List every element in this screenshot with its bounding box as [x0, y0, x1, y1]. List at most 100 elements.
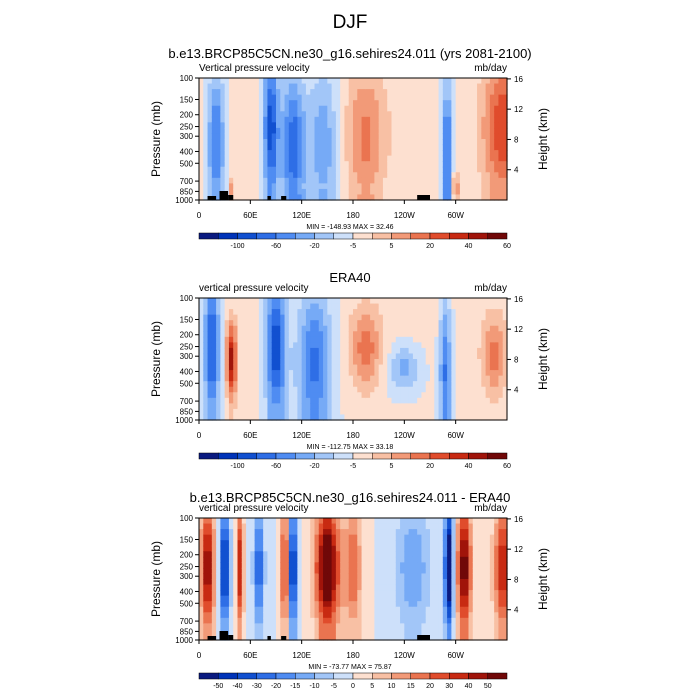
heatmap-cell: [361, 397, 367, 404]
heatmap-cell: [314, 518, 320, 525]
heatmap-cell: [348, 78, 354, 85]
heatmap-cell: [348, 353, 354, 360]
heatmap-cell: [464, 386, 470, 393]
heatmap-cell: [361, 612, 367, 619]
heatmap-cell: [305, 331, 311, 338]
heatmap-cell: [327, 194, 333, 201]
heatmap-cell: [301, 623, 307, 630]
y-tick-label: 150: [180, 315, 194, 324]
heatmap-cell: [220, 617, 226, 624]
heatmap-cell: [224, 523, 230, 530]
heatmap-cell: [400, 545, 405, 552]
heatmap-cell: [297, 89, 303, 96]
heatmap-cell: [348, 94, 354, 101]
heatmap-cell: [216, 166, 221, 173]
heatmap-cell: [472, 194, 478, 201]
heatmap-cell: [305, 144, 311, 151]
heatmap-cell: [455, 573, 461, 580]
heatmap-cell: [310, 83, 316, 90]
heatmap-cell: [502, 634, 508, 641]
heatmap-cell: [237, 529, 243, 536]
heatmap-cell: [357, 381, 363, 388]
heatmap-cell: [442, 617, 448, 624]
heatmap-cell: [447, 590, 452, 597]
heatmap-cell: [233, 590, 239, 597]
heatmap-cell: [293, 601, 298, 608]
heatmap-cell: [267, 172, 273, 179]
heatmap-cell: [199, 150, 204, 157]
heatmap-cell: [395, 518, 401, 525]
heatmap-cell: [224, 155, 230, 162]
heatmap-cell: [237, 325, 243, 332]
heatmap-cell: [224, 177, 230, 184]
heatmap-cell: [455, 556, 461, 563]
x-tick-label: 0: [197, 211, 202, 220]
heatmap-cell: [276, 188, 281, 196]
heatmap-cell: [305, 529, 311, 536]
heatmap-cell: [365, 534, 371, 541]
heatmap-cell: [254, 133, 260, 140]
heatmap-cell: [365, 370, 371, 377]
heatmap-cell: [472, 540, 478, 547]
heatmap-cell: [455, 408, 461, 416]
heatmap-cell: [412, 94, 418, 101]
colorbar-bin: [295, 232, 315, 240]
heatmap-cell: [237, 545, 243, 552]
heatmap-cell: [382, 359, 388, 366]
heatmap-cell: [361, 551, 367, 558]
heatmap-cell: [417, 408, 423, 416]
heatmap-cell: [361, 83, 367, 90]
heatmap-cell: [246, 534, 251, 541]
colorbar-bin: [333, 232, 354, 240]
heatmap-cell: [400, 634, 405, 641]
heatmap-cell: [233, 562, 239, 569]
heatmap-cell: [400, 612, 405, 619]
heatmap-cell: [293, 342, 298, 349]
heatmap-cell: [494, 155, 500, 162]
heatmap-cell: [447, 325, 452, 332]
heatmap-cell: [382, 161, 388, 168]
heatmap-cell: [472, 623, 478, 630]
heatmap-cell: [327, 617, 333, 624]
colorbar-bin: [487, 232, 508, 240]
heatmap-cell: [494, 623, 500, 630]
heatmap-cell: [216, 584, 221, 591]
heatmap-cell: [327, 100, 333, 107]
heatmap-cell: [301, 551, 307, 558]
heatmap-cell: [267, 523, 273, 530]
heatmap-cell: [353, 150, 358, 157]
heatmap-cell: [258, 403, 264, 410]
heatmap-cell: [305, 325, 311, 332]
heatmap-cell: [207, 359, 213, 366]
heatmap-cell: [498, 562, 504, 569]
heatmap-cell: [301, 183, 307, 190]
heatmap-cell: [228, 172, 234, 179]
heatmap-cell: [502, 320, 508, 327]
heatmap-cell: [477, 177, 482, 184]
heatmap-cell: [485, 139, 491, 146]
heatmap-cell: [318, 83, 324, 90]
heatmap-cell: [344, 111, 350, 118]
heatmap-cell: [314, 314, 320, 321]
heatmap-cell: [382, 590, 388, 597]
heatmap-cell: [301, 545, 307, 552]
heatmap-cell: [430, 150, 435, 157]
heatmap-cell: [374, 150, 380, 157]
heatmap-cell: [216, 595, 221, 602]
heatmap-cell: [314, 347, 320, 355]
heatmap-cell: [498, 150, 504, 157]
heatmap-cell: [442, 342, 448, 349]
heatmap-cell: [365, 590, 371, 597]
heatmap-cell: [370, 403, 375, 410]
heatmap-cell: [314, 628, 320, 636]
heatmap-cell: [318, 628, 324, 636]
heatmap-cell: [391, 534, 397, 541]
heatmap-cell: [498, 139, 504, 146]
heatmap-cell: [335, 567, 341, 575]
heatmap-cell: [434, 94, 440, 101]
heatmap-cell: [425, 540, 431, 547]
heatmap-cell: [485, 579, 491, 586]
heatmap-cell: [203, 381, 209, 388]
heatmap-cell: [271, 579, 277, 586]
heatmap-cell: [370, 540, 375, 547]
